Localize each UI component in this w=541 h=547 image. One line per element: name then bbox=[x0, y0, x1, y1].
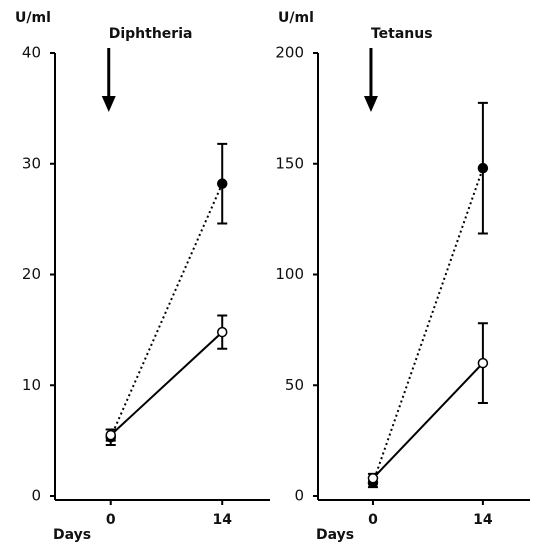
x-axis-label: Days bbox=[53, 527, 91, 543]
y-tick-label: 0 bbox=[294, 487, 304, 505]
series-line bbox=[110, 331, 223, 436]
y-tick-label: 150 bbox=[275, 154, 304, 172]
series-line bbox=[372, 362, 484, 479]
arrow-head bbox=[101, 96, 116, 112]
panel-title: Tetanus bbox=[371, 26, 433, 42]
x-axis-label: Days bbox=[316, 527, 354, 543]
series-line bbox=[372, 167, 484, 484]
data-point bbox=[105, 429, 116, 441]
y-tick-label: 30 bbox=[22, 154, 41, 172]
series-line bbox=[109, 183, 224, 438]
data-point bbox=[477, 162, 489, 174]
x-tick-label: 0 bbox=[106, 512, 116, 528]
y-tick-label: 40 bbox=[22, 44, 41, 62]
data-point bbox=[216, 178, 228, 189]
y-tick-label: 100 bbox=[275, 265, 304, 283]
y-tick-label: 50 bbox=[285, 376, 304, 394]
y-tick-label: 20 bbox=[22, 265, 41, 283]
y-axis-label: U/ml bbox=[15, 10, 51, 26]
x-tick-label: 0 bbox=[368, 512, 378, 528]
data-point bbox=[216, 326, 228, 338]
y-tick-label: 200 bbox=[275, 44, 304, 62]
data-point bbox=[367, 473, 379, 484]
arrow-head bbox=[363, 96, 378, 112]
data-point bbox=[477, 357, 489, 369]
y-tick-label: 10 bbox=[22, 376, 41, 394]
x-tick-label: 14 bbox=[212, 512, 232, 528]
y-axis-label: U/ml bbox=[278, 10, 314, 26]
x-tick-label: 14 bbox=[473, 512, 493, 528]
panel-title: Diphtheria bbox=[109, 26, 193, 42]
y-tick-label: 0 bbox=[31, 487, 41, 505]
